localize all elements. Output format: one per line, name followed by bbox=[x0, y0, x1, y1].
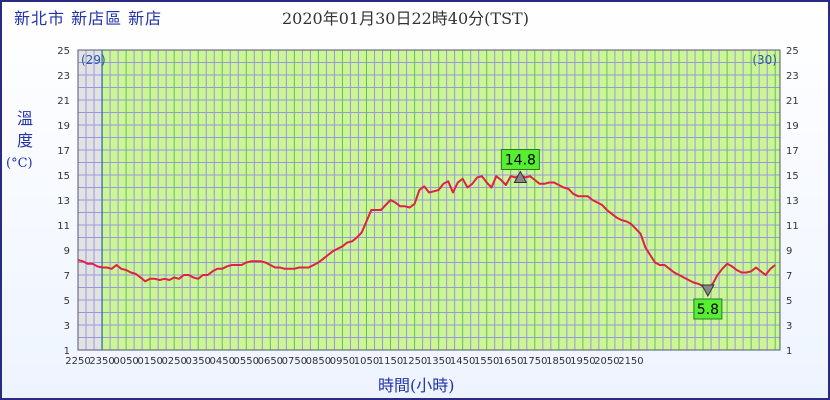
y-axis-label: 溫 度 bbox=[12, 108, 38, 152]
x-tick-label: 0450 bbox=[210, 356, 235, 367]
x-tick-label: 0250 bbox=[161, 356, 186, 367]
x-tick-label: 0850 bbox=[306, 356, 331, 367]
y-tick-label-left: 19 bbox=[57, 121, 70, 132]
y-tick-label-left: 3 bbox=[64, 321, 70, 332]
x-tick-label: 0950 bbox=[330, 356, 355, 367]
x-tick-label: 2050 bbox=[594, 356, 619, 367]
x-tick-label: 0350 bbox=[185, 356, 210, 367]
y-tick-label-left: 1 bbox=[64, 346, 70, 357]
x-tick-label: 0050 bbox=[113, 356, 138, 367]
y-tick-label-left: 11 bbox=[57, 221, 70, 232]
y-axis-label-char-2: 度 bbox=[16, 131, 33, 150]
y-tick-label-right: 5 bbox=[786, 296, 792, 307]
y-tick-label-right: 9 bbox=[786, 246, 792, 257]
y-tick-label-right: 15 bbox=[786, 171, 799, 182]
x-tick-label: 1750 bbox=[522, 356, 547, 367]
max-label: 14.8 bbox=[505, 153, 536, 169]
y-tick-label-right: 11 bbox=[786, 221, 799, 232]
y-tick-label-left: 7 bbox=[64, 271, 70, 282]
y-tick-label-right: 19 bbox=[786, 121, 799, 132]
max-marker bbox=[513, 170, 528, 183]
y-tick-label-right: 1 bbox=[786, 346, 792, 357]
min-label-box bbox=[693, 298, 723, 320]
y-axis-unit: (°C) bbox=[6, 156, 33, 171]
y-tick-label-right: 3 bbox=[786, 321, 792, 332]
y-axis-label-char-1: 溫 bbox=[16, 109, 33, 128]
day-label-previous: (29) bbox=[81, 53, 106, 67]
y-tick-label-right: 17 bbox=[786, 146, 799, 157]
x-tick-label: 0150 bbox=[137, 356, 162, 367]
y-tick-label-left: 23 bbox=[57, 71, 70, 82]
min-marker bbox=[701, 284, 715, 298]
x-tick-label: 1050 bbox=[354, 356, 379, 367]
temperature-line bbox=[77, 174, 776, 290]
max-label-box bbox=[500, 149, 540, 170]
y-tick-label-left: 13 bbox=[57, 196, 70, 207]
y-tick-label-left: 9 bbox=[64, 246, 70, 257]
y-tick-label-right: 21 bbox=[786, 96, 799, 107]
y-tick-label-right: 23 bbox=[786, 71, 799, 82]
y-tick-label-right: 25 bbox=[786, 46, 799, 57]
y-tick-label-right: 13 bbox=[786, 196, 799, 207]
x-tick-label: 1450 bbox=[450, 356, 475, 367]
x-tick-label: 2350 bbox=[89, 356, 114, 367]
x-tick-label: 1950 bbox=[570, 356, 595, 367]
x-tick-label: 0550 bbox=[234, 356, 259, 367]
x-tick-label: 1150 bbox=[378, 356, 403, 367]
day-label-current: (30) bbox=[752, 53, 777, 67]
y-tick-label-left: 17 bbox=[57, 146, 70, 157]
y-tick-label-left: 5 bbox=[64, 296, 70, 307]
y-tick-label-left: 15 bbox=[57, 171, 70, 182]
y-tick-label-right: 7 bbox=[786, 271, 792, 282]
y-tick-label-left: 21 bbox=[57, 96, 70, 107]
x-tick-label: 2150 bbox=[618, 356, 643, 367]
plot-border bbox=[77, 49, 781, 351]
x-tick-label: 1650 bbox=[498, 356, 523, 367]
x-tick-label: 1850 bbox=[546, 356, 571, 367]
x-tick-label: 0750 bbox=[282, 356, 307, 367]
x-tick-label: 1550 bbox=[474, 356, 499, 367]
datetime-title: 2020年01月30日22時40分(TST) bbox=[282, 9, 529, 28]
min-label: 5.8 bbox=[697, 302, 719, 318]
y-tick-label-left: 25 bbox=[57, 46, 70, 57]
x-tick-label: 1250 bbox=[402, 356, 427, 367]
location-title: 新北市 新店區 新店 bbox=[14, 9, 163, 28]
x-axis-label: 時間(小時) bbox=[378, 376, 455, 395]
x-tick-label: 1350 bbox=[426, 356, 451, 367]
x-tick-label: 2250 bbox=[65, 356, 90, 367]
x-tick-label: 0650 bbox=[258, 356, 283, 367]
